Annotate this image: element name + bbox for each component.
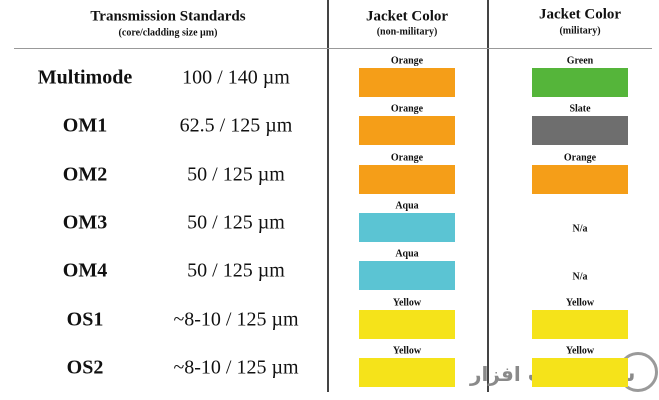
color-swatch	[359, 68, 455, 97]
color-swatch	[359, 357, 455, 387]
divider	[487, 0, 489, 392]
standard-name: OM4	[62, 259, 108, 282]
color-label: Orange	[390, 103, 424, 115]
color-label: Orange	[390, 55, 424, 67]
standard-name: OS2	[66, 356, 104, 379]
color-label: Yellow	[392, 345, 422, 357]
color-label: N/a	[572, 223, 588, 235]
color-label: Slate	[569, 103, 591, 115]
header-title: Transmission Standards	[90, 8, 246, 25]
core-size: ~8-10 / 125 µm	[173, 308, 299, 330]
color-swatch	[532, 116, 628, 146]
color-swatch	[532, 68, 628, 97]
core-size: 62.5 / 125 µm	[179, 114, 293, 137]
core-size: ~8-10 / 125 µm	[173, 356, 299, 379]
color-swatch	[532, 357, 628, 387]
color-label: Orange	[390, 152, 424, 164]
color-swatch	[359, 116, 455, 146]
color-swatch	[532, 309, 628, 339]
color-swatch	[359, 164, 455, 194]
core-size: 100 / 140 µm	[182, 66, 290, 89]
color-swatch	[359, 309, 455, 339]
divider	[327, 0, 329, 392]
standard-name: Multimode	[37, 66, 133, 89]
color-label: Yellow	[565, 297, 595, 308]
header-rule	[14, 48, 652, 49]
color-label: Yellow	[392, 297, 422, 308]
header-subtitle: (military)	[559, 25, 601, 37]
core-size: 50 / 125 µm	[187, 211, 285, 234]
header-subtitle: (core/cladding size µm)	[118, 27, 218, 39]
color-label: N/a	[572, 271, 588, 283]
color-label: Orange	[563, 152, 597, 164]
color-swatch	[359, 261, 455, 291]
standard-name: OM3	[62, 211, 108, 234]
standard-name: OS1	[66, 308, 104, 330]
header-title: Jacket Color	[365, 8, 449, 25]
standard-name: OM1	[62, 114, 108, 137]
color-label: Green	[566, 55, 594, 67]
color-label: Aqua	[395, 200, 419, 212]
standard-name: OM2	[62, 163, 108, 186]
header-subtitle: (non-military)	[376, 26, 438, 38]
header-title: Jacket Color	[538, 6, 622, 23]
color-swatch	[359, 212, 455, 242]
core-size: 50 / 125 µm	[187, 259, 285, 282]
core-size: 50 / 125 µm	[187, 163, 285, 186]
color-label: Aqua	[395, 248, 419, 260]
color-label: Yellow	[565, 345, 595, 357]
color-swatch	[532, 164, 628, 194]
